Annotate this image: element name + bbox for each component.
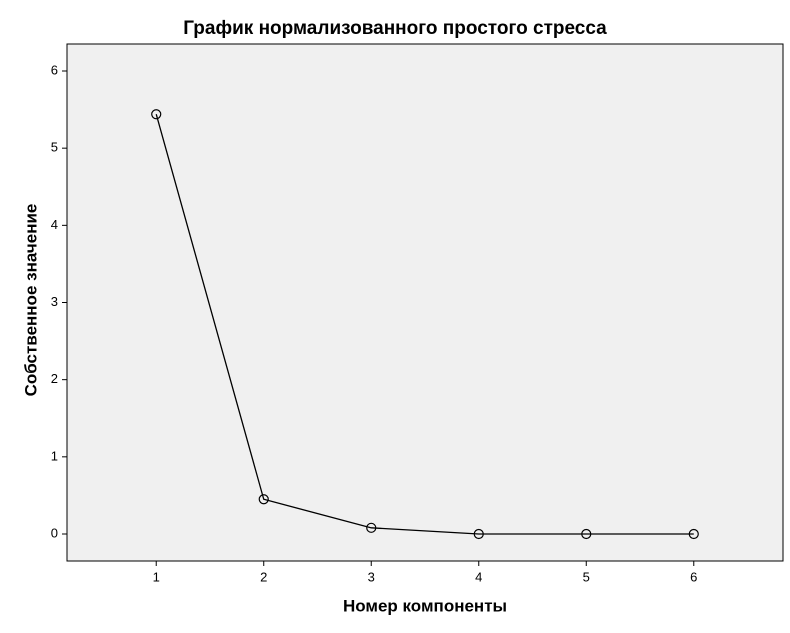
y-tick-label: 0 <box>51 525 58 540</box>
x-tick-label: 1 <box>153 569 160 584</box>
plot-area <box>66 43 784 562</box>
x-tick-label: 5 <box>583 569 590 584</box>
y-tick-label: 4 <box>51 217 58 232</box>
y-tick-label: 1 <box>51 448 58 463</box>
x-axis-label: Номер компоненты <box>343 596 507 615</box>
y-axis-label: Собственное значение <box>21 204 40 397</box>
data-point <box>366 522 377 533</box>
data-point <box>581 528 592 540</box>
x-tick-label: 4 <box>475 569 482 584</box>
x-tick-label: 2 <box>260 569 267 584</box>
data-point <box>151 109 162 120</box>
x-tick-label: 3 <box>368 569 375 584</box>
y-tick-label: 2 <box>51 371 58 386</box>
chart-title: График нормализованного простого стресса <box>183 18 607 39</box>
y-tick-label: 6 <box>51 62 58 77</box>
x-tick-label: 6 <box>690 569 697 584</box>
data-point <box>258 494 269 505</box>
y-tick-label: 3 <box>51 294 58 309</box>
data-point <box>688 528 699 540</box>
data-point <box>473 528 484 540</box>
y-tick-label: 5 <box>51 140 58 155</box>
data-line <box>155 114 694 535</box>
